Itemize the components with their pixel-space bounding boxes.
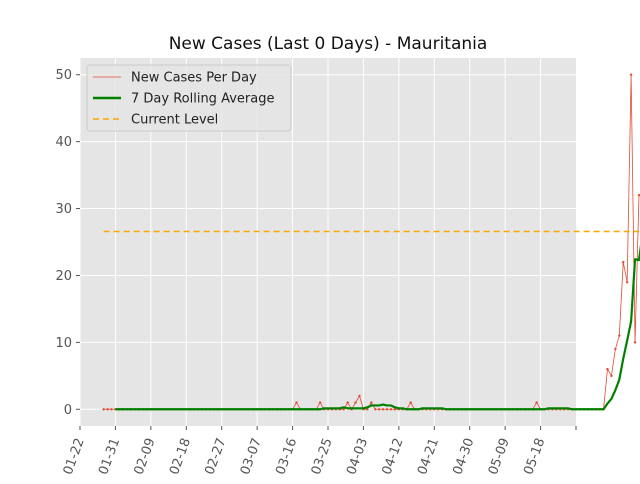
x-tick-label: 01-22 [61, 436, 88, 477]
new-cases-point [106, 408, 109, 411]
new-cases-point [358, 394, 361, 398]
new-cases-point [535, 401, 538, 404]
new-cases-point [622, 260, 625, 264]
y-tick-label: 10 [55, 336, 72, 351]
x-tick-label: 02-18 [167, 436, 194, 477]
x-tick-label: 04-03 [344, 436, 371, 477]
new-cases-point [381, 408, 385, 411]
new-cases-point [614, 347, 617, 351]
chart-title: New Cases (Last 0 Days) - Mauritania [169, 34, 488, 54]
new-cases-point [610, 374, 613, 378]
x-tick-label: 03-16 [273, 436, 300, 477]
y-tick-label: 50 [55, 68, 72, 83]
new-cases-point [110, 408, 113, 411]
y-tick-label: 20 [55, 269, 72, 284]
x-tick-label: 05-18 [521, 436, 548, 477]
new-cases-point [389, 408, 393, 411]
new-cases-point [377, 408, 381, 411]
x-tick-label: 01-31 [96, 436, 123, 477]
new-cases-point [295, 401, 298, 404]
new-cases-point [393, 408, 397, 411]
legend-label: 7 Day Rolling Average [131, 92, 274, 107]
new-cases-point [625, 280, 629, 284]
x-tick-label: 03-25 [309, 436, 336, 477]
y-tick-label: 30 [55, 202, 72, 217]
x-tick-label: 04-30 [450, 436, 477, 477]
legend-label: Current Level [131, 113, 218, 128]
new-cases-point [618, 334, 621, 337]
new-cases-point [370, 401, 373, 404]
y-tick-label: 40 [55, 135, 72, 150]
x-tick-label: 02-09 [132, 436, 159, 477]
legend-box [86, 64, 292, 132]
y-tick-label: 0 [64, 403, 72, 418]
new-cases-point [606, 367, 609, 371]
x-tick-label: 03-07 [238, 436, 265, 477]
new-cases-point [374, 408, 377, 411]
x-tick-label: 02-27 [202, 436, 229, 477]
legend-label: New Cases Per Day [131, 71, 257, 86]
new-cases-point [102, 408, 105, 411]
new-cases-point [409, 401, 412, 404]
new-cases-point [342, 408, 345, 411]
x-tick-label: 04-12 [380, 436, 407, 477]
new-cases-point [354, 401, 357, 404]
new-cases-point [318, 401, 322, 404]
new-cases-point [346, 401, 349, 404]
x-tick-label: 04-21 [415, 436, 442, 477]
rolling-average-line [115, 244, 640, 411]
new-cases-point [637, 193, 640, 197]
new-cases-point [366, 408, 369, 411]
new-cases-point [629, 73, 633, 76]
new-cases-point [385, 408, 389, 411]
x-tick-label: 05-09 [486, 436, 513, 477]
new-cases-point [633, 341, 637, 344]
